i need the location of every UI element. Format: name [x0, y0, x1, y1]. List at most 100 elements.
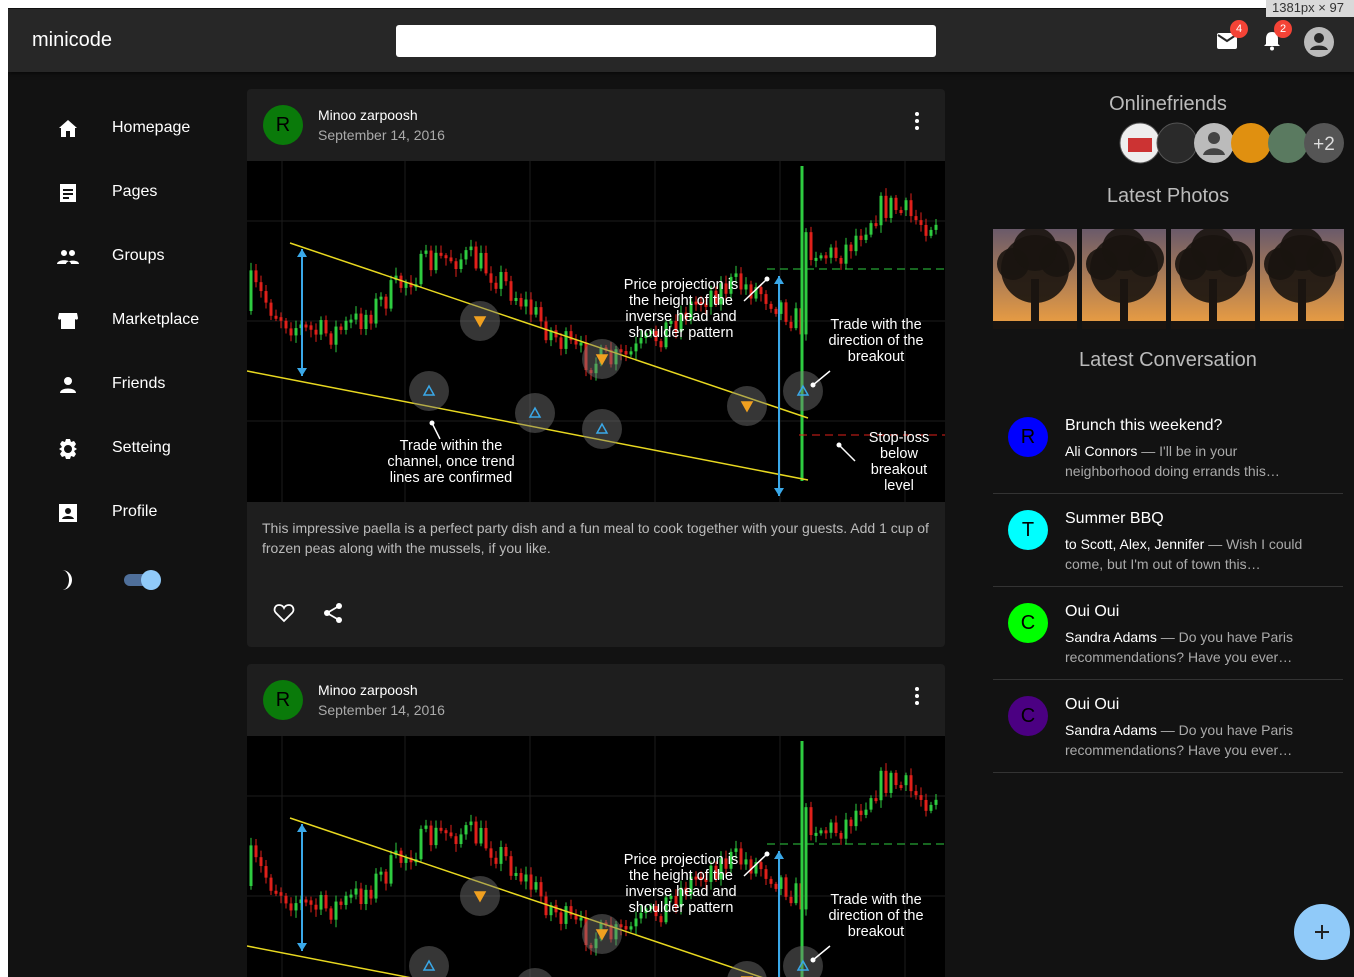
photo-thumbnail[interactable] [1260, 229, 1344, 329]
candle-body [294, 328, 298, 336]
signal-arrow [595, 422, 609, 434]
friend-avatar[interactable] [1231, 123, 1271, 163]
annotation-arrow [812, 370, 831, 386]
candle-body [719, 858, 723, 880]
menu-dot [915, 119, 919, 123]
candle-body [694, 301, 698, 305]
candle-body [434, 252, 438, 271]
conversation-item[interactable]: R Brunch this weekend? Ali Connors — I'll … [993, 401, 1343, 494]
conversation-avatar: C [1008, 696, 1048, 736]
mail-icon[interactable] [1216, 31, 1240, 51]
app: minicode 4 2 Homepage Pages Groups Marketpl… [8, 8, 1354, 977]
friend-avatar[interactable] [1156, 122, 1198, 164]
photo-thumbnail[interactable] [1171, 229, 1255, 329]
candle-body [319, 320, 323, 335]
photo-thumbnail[interactable] [993, 229, 1077, 329]
latest-photos-title: Latest Photos [1106, 185, 1230, 207]
candle-body [504, 272, 508, 282]
candle-body [684, 312, 688, 320]
candle-body [784, 302, 788, 322]
candle-body [644, 333, 648, 338]
candle-body [449, 257, 453, 262]
candle-body [259, 282, 263, 292]
add-button[interactable] [1294, 904, 1352, 962]
candle-body [539, 882, 543, 897]
candle-body [474, 246, 478, 269]
candle-body [724, 858, 728, 869]
tree-canopy [1191, 229, 1235, 271]
candle-body [629, 351, 633, 355]
candle-body [259, 857, 263, 867]
candle-body [784, 877, 788, 897]
candle-body [739, 273, 743, 290]
post-avatar: R [263, 105, 303, 145]
candle-body [794, 308, 798, 329]
conversation-item[interactable]: C Oui Oui Sandra Adams — Do you have Paris… [993, 680, 1343, 773]
conversation-subject: Oui Oui [1065, 696, 1120, 713]
candle-body [554, 330, 558, 338]
candle-body [919, 795, 923, 800]
candle-body [524, 874, 528, 882]
candle-body [779, 877, 783, 889]
photo-thumbnail[interactable] [1082, 229, 1166, 329]
post-menu[interactable] [914, 687, 920, 705]
theme-switch[interactable] [122, 569, 164, 591]
candle-body [639, 337, 643, 344]
candle-body [339, 326, 343, 330]
post-header: R Minoo zarpoosh September 14, 2016 [247, 664, 945, 736]
candle-body [699, 877, 703, 881]
post-actions [247, 580, 945, 647]
conversation-item[interactable]: C Oui Oui Sandra Adams — Do you have Paris… [993, 587, 1343, 680]
image-annotation: level [884, 478, 914, 494]
post-menu[interactable] [914, 112, 920, 130]
candle-body [454, 836, 458, 845]
conversation-item[interactable]: T Summer BBQ to Scott, Alex, Jennifer — Wi… [993, 494, 1343, 587]
image-annotation: inverse head and [625, 884, 736, 900]
candle-body [634, 918, 638, 927]
like-button[interactable] [272, 601, 296, 625]
latest-conversation-title: Latest Conversation [1079, 349, 1257, 371]
candle-body [429, 250, 433, 271]
candle-body [924, 799, 928, 811]
candle-body [629, 926, 633, 930]
candle-body [804, 807, 808, 910]
trend-line [289, 817, 763, 977]
conversation-avatar: R [1008, 417, 1048, 457]
signal-arrow [796, 959, 810, 971]
candle-body [489, 273, 493, 283]
candle-body [649, 330, 653, 334]
candle-body [864, 809, 868, 815]
candle-body [364, 889, 368, 905]
share-button[interactable] [321, 601, 345, 625]
candle-body [454, 261, 458, 270]
candle-body [289, 903, 293, 911]
nav-icon-shape [59, 120, 77, 137]
app-title[interactable]: minicode [32, 29, 113, 51]
candle-body [484, 252, 488, 274]
image-annotation: channel, once trend [387, 454, 514, 470]
candle-body [714, 290, 718, 305]
candle-body [634, 343, 638, 352]
image-annotation: breakout [871, 462, 927, 478]
friend-avatar[interactable] [1268, 123, 1308, 163]
more-friends[interactable] [1304, 123, 1344, 163]
candle-body [814, 832, 818, 836]
tree-canopy [1013, 229, 1057, 271]
candle-body [689, 301, 693, 320]
candle-body [384, 871, 388, 884]
nav-icon-shape [58, 313, 78, 329]
candle-body [834, 822, 838, 833]
signal-arrow [422, 384, 436, 396]
candle-body [739, 848, 743, 865]
account-icon[interactable] [1304, 27, 1334, 57]
candle-body [584, 917, 588, 946]
search-input[interactable] [396, 25, 936, 57]
candle-body [734, 848, 738, 852]
candle-body [664, 322, 668, 348]
candle-body [359, 888, 363, 905]
candle-body [284, 895, 288, 904]
candle-body [389, 855, 393, 884]
candle-body [359, 313, 363, 330]
candle-body [464, 825, 468, 835]
candle-body [879, 770, 883, 801]
